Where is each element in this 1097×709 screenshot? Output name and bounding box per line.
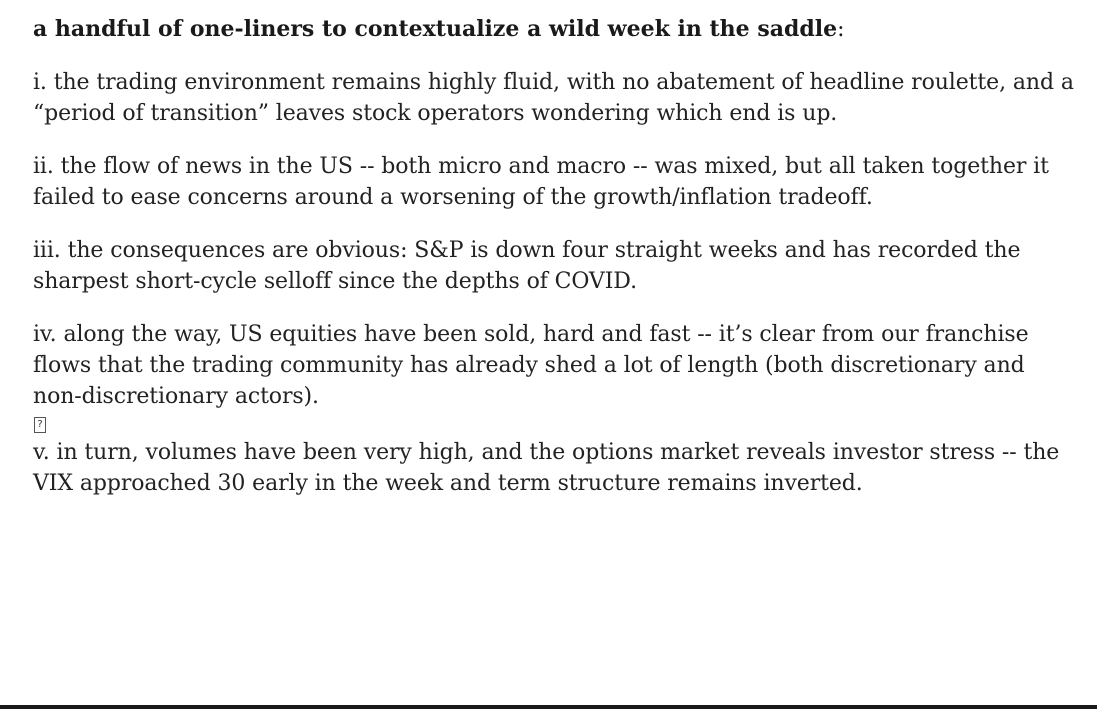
paragraph-1: i. the trading environment remains highl… [33, 70, 1074, 126]
heading-colon: : [837, 17, 845, 42]
document-heading: a handful of one-liners to contextualize… [33, 14, 1078, 45]
paragraph-2: ii. the flow of news in the US -- both m… [33, 154, 1049, 210]
heading-text: a handful of one-liners to contextualize… [33, 16, 838, 42]
document-content: a handful of one-liners to contextualize… [33, 14, 1078, 521]
paragraph-3: iii. the consequences are obvious: S&P i… [33, 238, 1021, 294]
paragraph-4: iv. along the way, US equities have been… [33, 322, 1029, 409]
bottom-border [0, 705, 1097, 709]
missing-glyph-icon: ? [34, 417, 46, 433]
paragraph-5: v. in turn, volumes have been very high,… [33, 440, 1060, 496]
